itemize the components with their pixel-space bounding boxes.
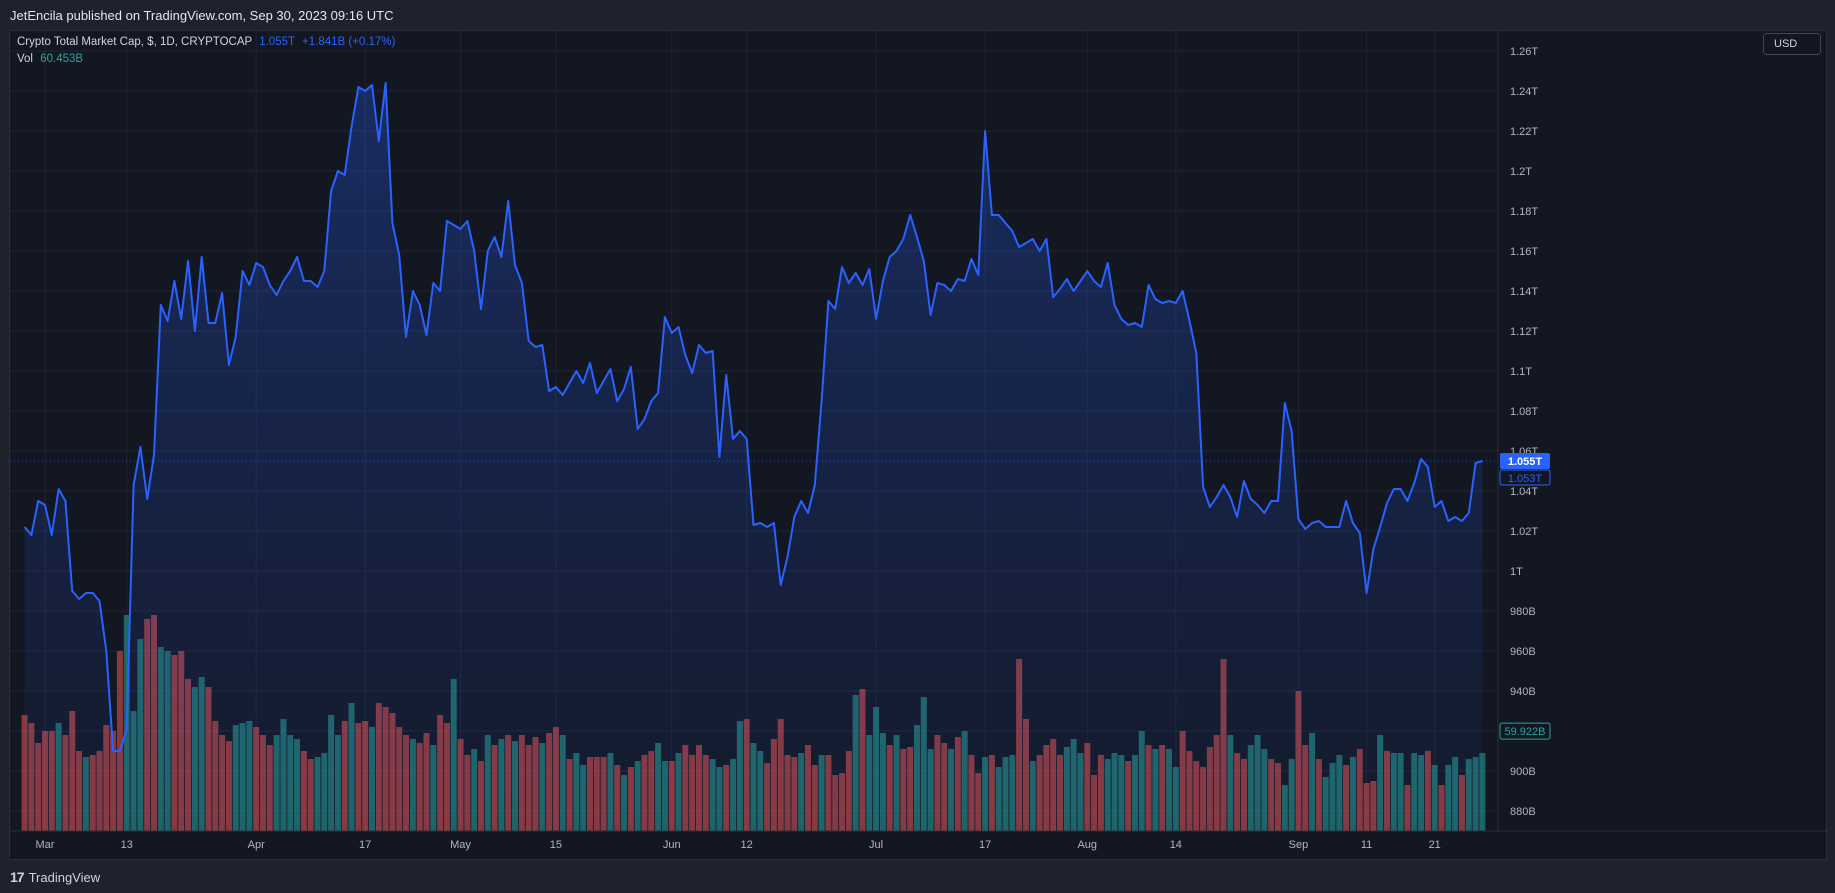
- x-tick-label: 13: [121, 839, 133, 851]
- y-tick-label: 1.08T: [1510, 406, 1538, 418]
- volume-bar: [21, 715, 28, 831]
- volume-value-badge: [1499, 722, 1551, 740]
- currency-button[interactable]: USD: [1763, 33, 1821, 55]
- y-tick-label: 1.18T: [1510, 206, 1538, 218]
- y-tick-label: 900B: [1510, 766, 1536, 778]
- y-tick-label: 1.02T: [1510, 526, 1538, 538]
- legend-volume-row: Vol 60.453B: [17, 51, 395, 68]
- x-tick-label: 21: [1429, 839, 1441, 851]
- y-tick-label: 1T: [1510, 566, 1523, 578]
- y-tick-label: 1.26T: [1510, 46, 1538, 58]
- x-tick-label: Jul: [869, 839, 883, 851]
- chart-pane[interactable]: 880B900B920B940B960B980B1T1.02T1.04T1.06…: [9, 30, 1827, 860]
- x-tick-label: Aug: [1077, 839, 1097, 851]
- x-tick-label: Jun: [663, 839, 681, 851]
- y-tick-label: 1.24T: [1510, 86, 1538, 98]
- x-tick-label: 14: [1170, 839, 1182, 851]
- tradingview-logo-icon: 17: [10, 869, 25, 885]
- volume-value-label: 59.922B: [1505, 726, 1546, 738]
- y-tick-label: 940B: [1510, 686, 1536, 698]
- x-tick-label: Sep: [1289, 839, 1309, 851]
- publisher-info: JetEncila published on TradingView.com, …: [10, 7, 394, 23]
- prev-price-label: 1.053T: [1508, 473, 1543, 485]
- legend-symbol-row: Crypto Total Market Cap, $, 1D, CRYPTOCA…: [17, 34, 395, 51]
- x-tick-label: 12: [741, 839, 753, 851]
- legend-symbol[interactable]: Crypto Total Market Cap, $, 1D, CRYPTOCA…: [17, 36, 252, 48]
- legend-volume-label[interactable]: Vol: [17, 53, 33, 65]
- y-tick-label: 980B: [1510, 606, 1536, 618]
- y-tick-label: 1.1T: [1510, 366, 1532, 378]
- x-tick-label: Mar: [36, 839, 55, 851]
- volume-bar: [116, 651, 123, 831]
- x-tick-label: 17: [979, 839, 991, 851]
- footer-brand: 17 TradingView: [10, 866, 100, 888]
- x-tick-label: 11: [1361, 839, 1372, 851]
- x-tick-label: Apr: [248, 839, 265, 851]
- chart-legend: Crypto Total Market Cap, $, 1D, CRYPTOCA…: [17, 34, 395, 68]
- x-tick-label: 15: [550, 839, 562, 851]
- price-line: [23, 82, 1483, 752]
- price-area-fill: [24, 83, 1483, 831]
- chart-canvas[interactable]: 880B900B920B940B960B980B1T1.02T1.04T1.06…: [10, 31, 1826, 859]
- prev-price-badge: [1499, 469, 1551, 486]
- y-tick-label: 1.14T: [1510, 286, 1538, 298]
- y-tick-label: 1.2T: [1510, 166, 1532, 178]
- y-tick-label: 1.04T: [1510, 486, 1538, 498]
- y-tick-label: 1.22T: [1510, 126, 1538, 138]
- publish-header: JetEncila published on TradingView.com, …: [0, 0, 1835, 30]
- last-price-label: 1.055T: [1508, 456, 1543, 468]
- x-tick-label: 17: [359, 839, 371, 851]
- y-tick-label: 1.16T: [1510, 246, 1538, 258]
- x-tick-label: May: [450, 839, 471, 851]
- y-tick-label: 880B: [1510, 806, 1536, 818]
- legend-change: +1.841B (+0.17%): [302, 36, 396, 48]
- legend-volume-value: 60.453B: [40, 53, 84, 65]
- legend-last-price: 1.055T: [259, 36, 295, 48]
- y-tick-label: 960B: [1510, 646, 1536, 658]
- y-tick-label: 1.12T: [1510, 326, 1538, 338]
- last-price-badge: [1500, 453, 1550, 469]
- brand-name: TradingView: [28, 869, 101, 885]
